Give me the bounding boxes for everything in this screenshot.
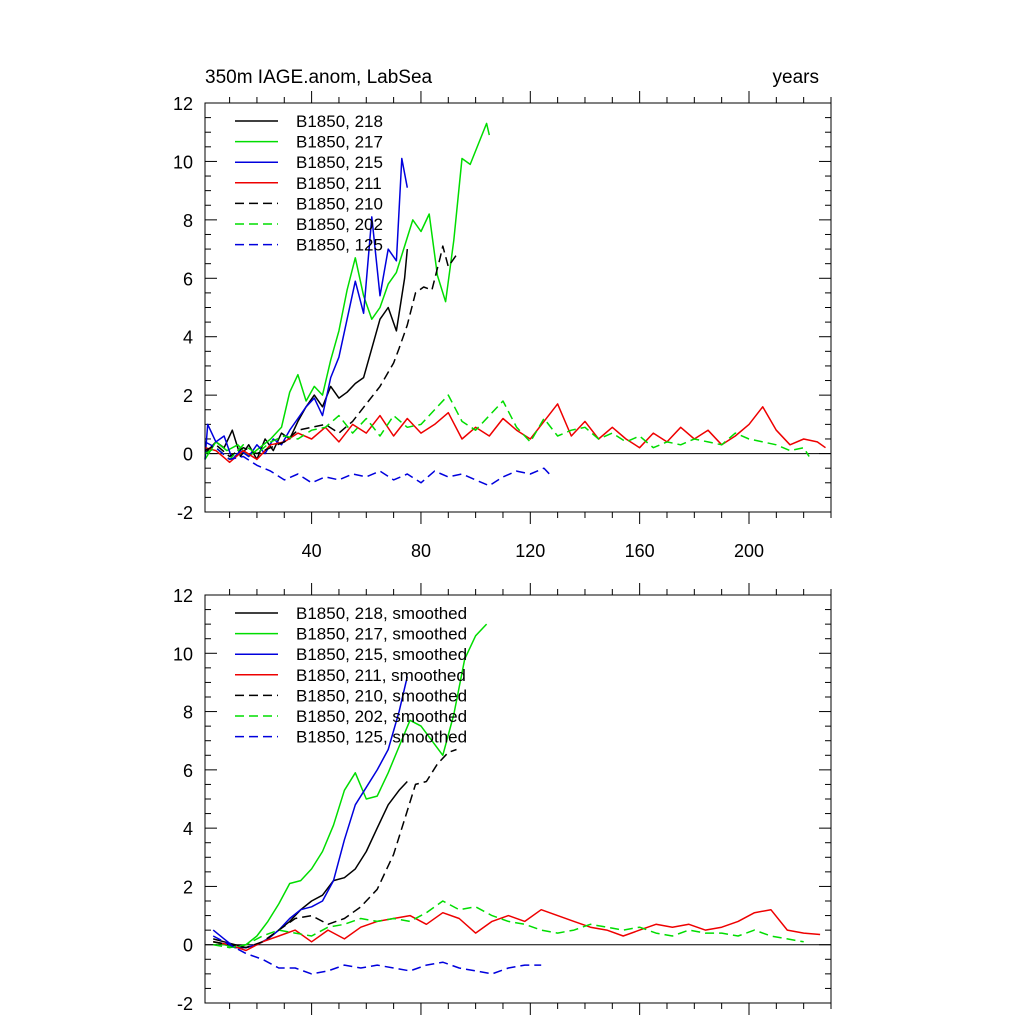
- y-tick-label: 8: [183, 211, 193, 231]
- x-tick-label: 40: [302, 541, 322, 561]
- legend-label: B1850, 218, smoothed: [296, 604, 467, 623]
- series-line-b1850-202: [204, 394, 810, 461]
- series-line-b1850-125-smoothed: [212, 935, 542, 975]
- legend-label: B1850, 202, smoothed: [296, 707, 467, 726]
- legend-label: B1850, 218: [296, 112, 383, 131]
- y-tick-label: 10: [173, 152, 193, 172]
- y-tick-label: 8: [183, 703, 193, 723]
- series-line-b1850-217-smoothed: [213, 623, 488, 949]
- y-tick-label: 4: [183, 328, 193, 348]
- plot-frame: [204, 102, 832, 513]
- legend-label: B1850, 210: [296, 194, 383, 213]
- plot-title: 350m IAGE.anom, LabSea: [205, 67, 433, 88]
- series-line-b1850-202-smoothed: [213, 900, 804, 949]
- y-tick-label: 0: [183, 445, 193, 465]
- legend-label: B1850, 217, smoothed: [296, 625, 467, 644]
- series-line-b1850-211-smoothed: [213, 908, 821, 952]
- y-tick-label: 2: [183, 386, 193, 406]
- legend-label: B1850, 202: [296, 215, 383, 234]
- y-tick-label: 4: [183, 819, 193, 839]
- series-line-b1850-211: [204, 403, 826, 464]
- legend-label: B1850, 210, smoothed: [296, 686, 467, 705]
- legend-label: B1850, 215, smoothed: [296, 645, 467, 664]
- legend-label: B1850, 125: [296, 236, 383, 255]
- x-tick-label: 200: [734, 541, 764, 561]
- y-tick-label: 6: [183, 269, 193, 289]
- units-label: years: [773, 67, 819, 88]
- x-tick-label: 80: [411, 541, 431, 561]
- x-tick-label: 120: [515, 541, 545, 561]
- legend-label: B1850, 211: [296, 174, 382, 193]
- series-line-b1850-215: [204, 157, 409, 461]
- legend-label: B1850, 215: [296, 153, 383, 172]
- series-line-b1850-218-smoothed: [213, 780, 408, 949]
- y-tick-label: 12: [173, 94, 193, 114]
- legend-label: B1850, 125, smoothed: [296, 728, 467, 747]
- legend-label: B1850, 217: [296, 133, 383, 152]
- legend: B1850, 218, smoothed B1850, 217, smoothed…: [235, 604, 467, 747]
- y-tick-label: 0: [183, 936, 193, 956]
- y-tick-label: -2: [177, 503, 193, 523]
- series-line-b1850-217: [204, 122, 491, 460]
- series-line-b1850-210-smoothed: [213, 748, 457, 949]
- x-tick-label: 160: [625, 541, 655, 561]
- y-tick-label: 10: [173, 644, 193, 664]
- y-tick-label: 6: [183, 761, 193, 781]
- plot-frame: [204, 594, 832, 1004]
- series-line-b1850-125: [204, 441, 550, 487]
- y-tick-label: 12: [173, 586, 193, 606]
- series-line-b1850-218: [204, 249, 409, 461]
- legend-label: B1850, 211, smoothed: [296, 666, 466, 685]
- y-tick-label: -2: [177, 994, 193, 1014]
- y-tick-label: 2: [183, 877, 193, 897]
